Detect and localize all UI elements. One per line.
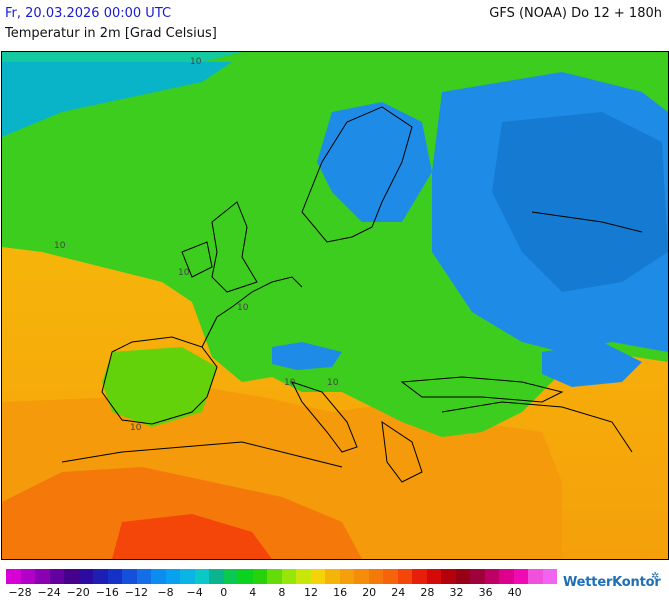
anatolia-cold-field: [542, 342, 642, 387]
east-border: [531, 211, 643, 233]
isotherm-label: 10: [284, 378, 296, 388]
legend-tick-label: 16: [333, 586, 348, 599]
legend-swatch: [209, 569, 224, 584]
legend-tick-label: −20: [66, 586, 90, 599]
legend-swatch: [64, 569, 79, 584]
legend-swatch: [441, 569, 456, 584]
legend-swatch: [20, 569, 35, 584]
legend-tick-label: −4: [186, 586, 203, 599]
alps-cold-field: [272, 342, 342, 370]
legend-swatch: [383, 569, 398, 584]
legend-ticks: −28 −24 −20 −16 −12 −8 −4 0 4 8 12 16 20 24 28 32 36 40: [0, 586, 560, 600]
legend-swatch: [93, 569, 108, 584]
legend-tick-label: 40: [507, 586, 522, 599]
map-canvas: 10 10 10 10 10 10 10: [2, 52, 668, 559]
isotherm-label: 10: [130, 423, 142, 433]
north-africa-coast: [61, 441, 343, 468]
legend-swatch: [412, 569, 427, 584]
legend-tick-label: 24: [391, 586, 406, 599]
legend-swatch: [238, 569, 253, 584]
header-datetime: Fr, 20.03.2026 00:00 UTC: [5, 6, 172, 21]
legend-swatch: [180, 569, 195, 584]
model-run-info: GFS (NOAA) Do 12 + 180h: [489, 6, 662, 21]
legend-tick-label: −16: [95, 586, 119, 599]
legend-swatch: [252, 569, 267, 584]
isotherm-label: 10: [190, 57, 202, 67]
legend-swatch: [310, 569, 325, 584]
isotherm-label: 10: [54, 241, 66, 251]
legend-swatch: [528, 569, 543, 584]
brand-logo: WetterKontor: [563, 575, 661, 590]
legend-tick-label: −28: [8, 586, 32, 599]
legend-swatch: [35, 569, 50, 584]
legend-swatch: [368, 569, 383, 584]
legend-swatch: [513, 569, 528, 584]
legend-tick-label: 12: [304, 586, 318, 599]
legend-swatch: [296, 569, 311, 584]
legend-swatch: [6, 569, 21, 584]
coastlines: [61, 106, 643, 483]
legend-swatch: [470, 569, 485, 584]
atlantic-cold-field: [2, 62, 232, 137]
legend-tick-label: 36: [478, 586, 493, 599]
legend-swatch: [339, 569, 354, 584]
greece-coast: [381, 420, 423, 483]
temperature-map[interactable]: 10 10 10 10 10 10 10: [1, 51, 669, 560]
legend-tick-label: 28: [420, 586, 435, 599]
legend-tick-label: 0: [220, 586, 228, 599]
legend-swatch: [426, 569, 441, 584]
legend-tick-label: −8: [157, 586, 174, 599]
iberia-coast: [101, 336, 218, 425]
russia-colder-field: [492, 112, 668, 292]
ireland-coast: [181, 241, 213, 278]
legend-tick-label: 8: [278, 586, 286, 599]
britain-coast: [211, 201, 258, 293]
legend-tick-label: −24: [37, 586, 61, 599]
legend-tick-label: 20: [362, 586, 377, 599]
legend-swatch: [136, 569, 151, 584]
brand-sun-icon: ✲: [651, 571, 660, 582]
legend-swatch: [484, 569, 499, 584]
legend-tick-label: −12: [124, 586, 148, 599]
legend-swatch: [49, 569, 64, 584]
black-sea-coast: [400, 376, 564, 403]
sahara-hot-field: [2, 467, 362, 559]
scandinavia-coast: [301, 106, 413, 243]
legend-swatch: [107, 569, 122, 584]
legend-swatch: [325, 569, 340, 584]
iberia-field: [102, 347, 217, 427]
italy-coast: [291, 381, 358, 453]
legend-swatch: [542, 569, 557, 584]
sahara-hottest-field: [112, 514, 272, 559]
legend-swatch: [151, 569, 166, 584]
legend-swatch: [499, 569, 514, 584]
map-title: Temperatur in 2m [Grad Celsius]: [5, 26, 217, 41]
legend-swatch: [122, 569, 137, 584]
scandinavia-cold-field: [317, 102, 432, 222]
legend-swatch: [397, 569, 412, 584]
legend-swatch: [354, 569, 369, 584]
legend-swatch: [267, 569, 282, 584]
isotherm-label: 10: [178, 268, 190, 278]
legend-swatch: [281, 569, 296, 584]
isotherm-label: 10: [327, 378, 339, 388]
legend-swatch: [455, 569, 470, 584]
legend-swatch: [223, 569, 238, 584]
anatolia-coast: [441, 401, 633, 453]
legend-swatch: [78, 569, 93, 584]
isotherm-label: 10: [237, 303, 249, 313]
temperature-color-legend: [6, 569, 557, 584]
legend-swatch: [194, 569, 209, 584]
legend-tick-label: 32: [449, 586, 464, 599]
legend-tick-label: 4: [249, 586, 257, 599]
france-coast: [201, 276, 303, 348]
legend-swatch: [165, 569, 180, 584]
